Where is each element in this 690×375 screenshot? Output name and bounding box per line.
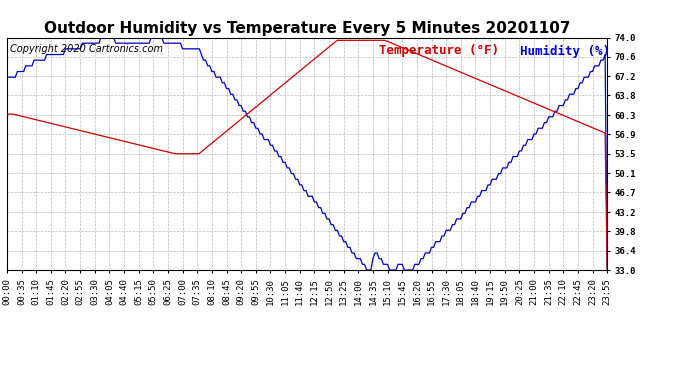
Text: Temperature (°F): Temperature (°F): [379, 45, 499, 57]
Text: Humidity (%): Humidity (%): [520, 45, 610, 57]
Title: Outdoor Humidity vs Temperature Every 5 Minutes 20201107: Outdoor Humidity vs Temperature Every 5 …: [43, 21, 571, 36]
Text: Copyright 2020 Cartronics.com: Copyright 2020 Cartronics.com: [10, 45, 163, 54]
